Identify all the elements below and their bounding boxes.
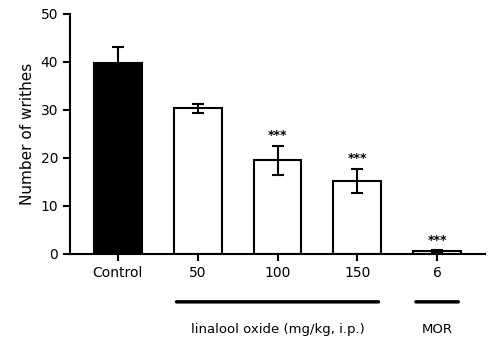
Bar	[413, 251, 461, 254]
Text: ***: ***	[348, 152, 367, 165]
Bar	[94, 63, 142, 254]
Text: MOR: MOR	[422, 323, 452, 336]
Bar	[254, 160, 302, 254]
Text: ***: ***	[268, 129, 287, 142]
Text: ***: ***	[428, 234, 447, 247]
Bar	[174, 108, 222, 254]
Text: linalool oxide (mg/kg, i.p.): linalool oxide (mg/kg, i.p.)	[190, 323, 364, 336]
Y-axis label: Number of writhes: Number of writhes	[20, 63, 35, 205]
Bar	[334, 181, 382, 254]
